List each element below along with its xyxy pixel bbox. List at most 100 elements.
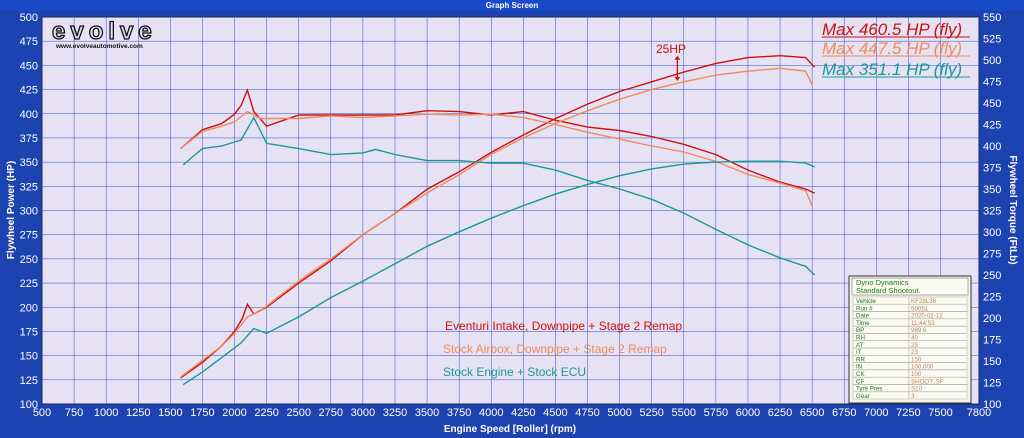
dyno-info-box: Dyno Dynamics Standard Shootout. Vehicle… <box>848 275 972 404</box>
x-tick-label: 6750 <box>832 407 856 419</box>
info-key: IN <box>856 364 862 371</box>
info-value: 150 <box>911 356 922 363</box>
info-key: AT <box>856 342 864 349</box>
hp-gain-arrowhead-up <box>674 55 681 60</box>
y-axis-left-label: Flywheel Power (HP) <box>6 161 17 259</box>
y-right-tick-label: 325 <box>983 206 1001 218</box>
y-left-tick-label: 300 <box>20 206 38 218</box>
x-tick-label: 7800 <box>967 407 991 419</box>
gridlines <box>41 16 980 405</box>
x-tick-label: 3000 <box>351 407 375 419</box>
info-value: 40 <box>911 335 918 342</box>
x-tick-label: 4750 <box>575 407 599 419</box>
y-left-tick-label: 200 <box>20 302 38 314</box>
info-value: 100 <box>911 371 922 378</box>
x-tick-label: 1000 <box>94 407 118 419</box>
torque-line-0 <box>180 88 816 194</box>
hp-gain-annotation: 25HP <box>656 42 686 81</box>
max-label-red: Max 460.5 HP (fly) <box>822 20 962 39</box>
max-label-orange: Max 447.5 HP (fly) <box>822 39 962 58</box>
info-value: 100,000 <box>911 364 934 371</box>
info-key: Vehicle <box>856 298 877 305</box>
x-tick-label: 1500 <box>158 407 182 419</box>
info-title-2: Standard Shootout. <box>856 286 921 295</box>
x-tick-label: 3500 <box>415 407 439 419</box>
x-tick-label: 2000 <box>222 407 246 419</box>
x-tick-label: 4000 <box>479 407 503 419</box>
x-tick-label: 1750 <box>190 407 214 419</box>
max-labels: Max 460.5 HP (fly) Max 447.5 HP (fly) Ma… <box>822 20 970 79</box>
y-right-tick-label: 400 <box>983 141 1001 153</box>
info-key: RH <box>856 335 865 342</box>
y-left-tick-label: 225 <box>20 278 38 290</box>
x-tick-label: 1250 <box>126 407 150 419</box>
y-left-tick-label: 150 <box>20 351 38 363</box>
y-right-tick-labels: 100 125 150 175 200 225 250 275 300 325 350 375 400 4… <box>983 12 1001 411</box>
logo-url: www.evolveautomotive.com <box>55 43 143 50</box>
x-tick-label: 7250 <box>896 407 920 419</box>
brand-logo: evolve www.evolveautomotive.com <box>51 17 157 50</box>
power-line-2 <box>182 160 815 386</box>
hp-gain-label: 25HP <box>656 42 686 56</box>
x-tick-label: 4250 <box>511 407 535 419</box>
info-key: Tyre Pres <box>856 386 882 393</box>
x-tick-label: 750 <box>65 407 83 419</box>
y-right-tick-label: 225 <box>983 292 1001 304</box>
x-tick-label: 2500 <box>286 407 310 419</box>
x-tick-label: 3250 <box>383 407 407 419</box>
y-right-tick-label: 100 <box>983 399 1001 411</box>
y-right-tick-label: 200 <box>983 313 1001 325</box>
x-tick-label: 5000 <box>607 407 631 419</box>
info-rows: Vehicle KF28L36 Run # 50051 Date 2020-02-12 Ti… <box>852 296 968 400</box>
info-key: BP <box>856 327 864 334</box>
y-left-tick-label: 100 <box>20 399 38 411</box>
y-right-tick-label: 550 <box>983 12 1001 24</box>
x-axis-label: Engine Speed [Roller] (rpm) <box>444 424 576 435</box>
y-left-tick-label: 350 <box>20 157 38 169</box>
y-right-tick-label: 500 <box>983 55 1001 67</box>
x-tick-label: 5750 <box>704 407 728 419</box>
x-tick-label: 6000 <box>736 407 760 419</box>
y-left-tick-label: 475 <box>20 36 38 48</box>
x-tick-label: 7000 <box>864 407 888 419</box>
info-key: CK <box>856 371 865 378</box>
torque-line-1 <box>180 110 813 207</box>
y-left-tick-label: 325 <box>20 181 38 193</box>
info-value: S10 <box>911 386 923 393</box>
y-right-tick-label: 350 <box>983 184 1001 196</box>
info-key: RR <box>856 356 865 363</box>
info-value: 2020-02-12 <box>911 313 943 320</box>
series-lines <box>180 54 816 386</box>
y-left-tick-label: 500 <box>20 12 38 24</box>
info-title-1: Dyno Dynamics <box>856 278 909 287</box>
y-left-tick-label: 450 <box>20 60 38 72</box>
y-right-tick-label: 425 <box>983 120 1001 132</box>
info-value: KF28L36 <box>911 298 937 305</box>
info-value: SHOOT. SF <box>911 378 944 385</box>
x-tick-label: 6500 <box>800 407 824 419</box>
y-right-tick-label: 150 <box>983 356 1001 368</box>
info-cell-value <box>908 391 968 400</box>
power-line-0 <box>180 54 816 379</box>
x-tick-labels: 500 750 1000 1250 1500 1750 2000 2250 2500 2750 30… <box>33 407 991 419</box>
series-label-red: Eventuri Intake, Downpipe + Stage 2 Rema… <box>445 319 682 333</box>
y-axis-right-label: Flywheel Torque (FtLb) <box>1007 155 1018 264</box>
x-tick-label: 500 <box>33 407 51 419</box>
info-value: 989.6 <box>911 327 927 334</box>
y-right-tick-label: 450 <box>983 98 1001 110</box>
series-label-orange: Stock Airbox, Downpipe + Stage 2 Remap <box>443 342 667 356</box>
y-left-tick-label: 275 <box>20 230 38 242</box>
max-label-teal: Max 351.1 HP (fly) <box>822 60 962 79</box>
y-right-tick-label: 475 <box>983 77 1001 89</box>
y-right-tick-label: 275 <box>983 249 1001 261</box>
y-left-tick-label: 125 <box>20 375 38 387</box>
y-right-tick-label: 375 <box>983 163 1001 175</box>
y-right-tick-label: 175 <box>983 335 1001 347</box>
y-left-tick-labels: 100 125 150 175 200 225 250 275 300 325 350 375 400 4… <box>20 12 38 411</box>
y-right-tick-label: 300 <box>983 227 1001 239</box>
y-left-tick-label: 175 <box>20 326 38 338</box>
logo-text: evolve <box>52 18 157 45</box>
torque-line-2 <box>182 116 816 276</box>
info-key: Time <box>856 320 870 327</box>
